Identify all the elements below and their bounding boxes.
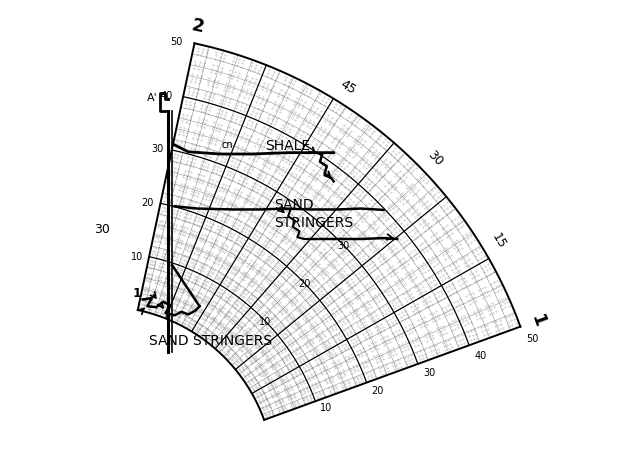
Text: 20: 20 [371, 385, 384, 395]
Text: SAND
STRINGERS: SAND STRINGERS [275, 198, 354, 229]
Text: 50: 50 [527, 333, 539, 343]
Polygon shape [138, 44, 520, 420]
Text: A': A' [147, 93, 158, 103]
Text: 10: 10 [259, 316, 271, 326]
Text: 20: 20 [298, 279, 311, 289]
Text: 50: 50 [171, 37, 183, 47]
Text: SHALE: SHALE [266, 139, 310, 152]
Text: 1: 1 [527, 312, 548, 330]
Text: 30: 30 [425, 147, 445, 168]
Text: 30: 30 [151, 144, 163, 154]
Text: 45: 45 [337, 77, 358, 96]
Text: 15: 15 [490, 230, 509, 251]
Text: 1: 1 [133, 286, 141, 299]
Text: 40: 40 [161, 90, 173, 101]
Text: 30: 30 [338, 241, 350, 251]
Text: 30: 30 [94, 223, 110, 236]
Text: 40: 40 [475, 350, 487, 360]
Text: 10: 10 [319, 402, 332, 412]
Text: 30: 30 [423, 368, 435, 377]
Text: 10: 10 [131, 251, 143, 261]
Text: 2: 2 [190, 17, 206, 37]
Text: SAND STRINGERS: SAND STRINGERS [149, 334, 273, 347]
Text: cn: cn [221, 139, 233, 149]
Text: 20: 20 [141, 197, 153, 207]
